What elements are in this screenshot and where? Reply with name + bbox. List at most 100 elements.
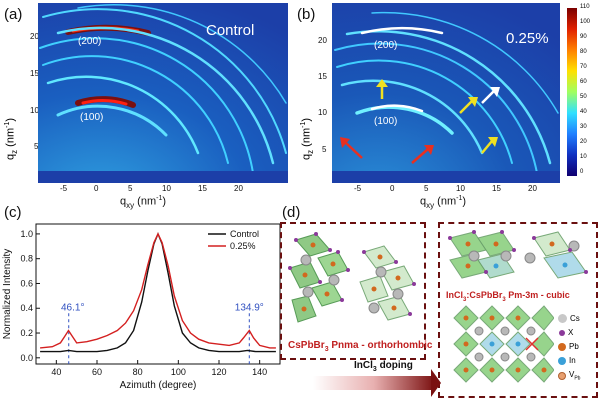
x-tick-label: 80 <box>133 367 143 377</box>
cubic-phase: Pm-3m - cubic <box>505 290 570 300</box>
legend-item: Cs <box>558 314 580 323</box>
cubic-formula-b: :CsPbBr <box>466 290 503 300</box>
xtick: 10 <box>162 184 171 193</box>
ylabel-q: q <box>300 153 313 160</box>
cbar-tick: 0 <box>580 169 584 175</box>
legend-swatch <box>559 329 565 336</box>
panel-c-chart: 40 60 80 100 120 140 0.0 0.2 0.4 0.6 0.8 1.0 Azimuth… <box>2 223 281 391</box>
panel-a-xticks: -5 0 5 10 15 20 <box>38 184 288 196</box>
ylabel-sub: z <box>305 149 315 154</box>
xlabel-close: ) <box>162 195 167 208</box>
series-line <box>40 232 276 353</box>
ylabel-q: q <box>4 153 17 160</box>
orthorhombic-structure-image <box>288 232 416 323</box>
y-tick-label: 0.0 <box>20 353 33 363</box>
ylabel-close: ) <box>4 117 17 122</box>
ring-label-200: (200) <box>78 36 102 47</box>
ylabel-sub: z <box>9 149 19 154</box>
colorbar <box>567 8 577 176</box>
legend-v-sub: Pb <box>574 375 581 382</box>
cbar-tick: 20 <box>580 139 587 145</box>
cbar-tick: 50 <box>580 94 587 100</box>
panel-b-ylabel: qz (nm-1) <box>300 80 318 160</box>
xlabel-sub: xy <box>426 200 435 210</box>
legend-swatch <box>558 371 566 380</box>
legend-item: X <box>558 328 573 337</box>
ring-label-200: (200) <box>374 40 398 51</box>
xtick: 5 <box>424 184 429 193</box>
ylabel-unit: (nm <box>300 127 313 150</box>
doping-sub: 3 <box>372 366 377 373</box>
legend-swatch <box>558 314 567 323</box>
xlabel-unit: (nm <box>134 195 157 208</box>
xlabel-close: ) <box>462 195 467 208</box>
ytick: 5 <box>322 145 327 154</box>
legend-label: Pb <box>569 342 579 351</box>
y-axis-label: Normalized Intensity <box>2 249 13 340</box>
annotation-135: 134.9° <box>235 303 264 314</box>
doping-formula: InCl <box>354 360 373 371</box>
legend-swatch <box>558 356 566 365</box>
panel-b-yticks: 20 15 10 5 <box>318 2 338 184</box>
legend-label: VPb <box>569 370 580 382</box>
cbar-tick: 10 <box>580 154 587 160</box>
cbar-tick: 90 <box>580 34 587 40</box>
xtick: 20 <box>528 184 537 193</box>
cubic-label: InCl3:CsPbBr3 Pm-3m - cubic <box>446 290 570 303</box>
panel-a-letter: (a) <box>4 6 23 23</box>
ring-label-100: (100) <box>80 112 104 123</box>
orthorhombic-label: CsPbBr3 Pnma - orthorhombic <box>288 340 433 353</box>
legend-label: 0.25% <box>230 241 256 251</box>
cubic-structure-image-bottom <box>453 305 554 383</box>
doping-arrow-shaft <box>313 376 435 390</box>
ylabel-close: ) <box>300 117 313 122</box>
legend-label: In <box>569 356 576 365</box>
ortho-structure-box: CsPbBr3 Pnma - orthorhombic <box>280 222 433 360</box>
x-tick-label: 120 <box>211 367 226 377</box>
ring-label-100: (100) <box>374 116 398 127</box>
y-tick-label: 1.0 <box>20 229 33 239</box>
panel-c-letter: (c) <box>4 204 22 221</box>
cubic-formula-a: InCl <box>446 290 463 300</box>
legend-swatch <box>558 342 566 351</box>
cbar-tick: 110 <box>580 4 590 10</box>
xtick: 0 <box>94 184 99 193</box>
xtick: 5 <box>128 184 133 193</box>
panel-d-letter: (d) <box>282 204 301 221</box>
xlabel-exp: -1 <box>156 195 163 202</box>
colorbar-ticks: 110 100 90 80 70 60 50 40 30 20 10 0 <box>580 4 600 180</box>
xtick: 10 <box>456 184 465 193</box>
x-tick-label: 100 <box>171 367 186 377</box>
panel-b-giwaxs-image <box>332 3 560 183</box>
ytick: 15 <box>318 72 327 81</box>
y-tick-label: 0.2 <box>20 328 33 338</box>
legend-label: Control <box>230 229 259 239</box>
y-tick-label: 0.8 <box>20 254 33 264</box>
xtick: -5 <box>60 184 68 193</box>
ytick: 20 <box>318 36 327 45</box>
doping-arrow-head <box>431 369 441 397</box>
cbar-tick: 40 <box>580 109 587 115</box>
ylabel-unit: (nm <box>4 127 17 150</box>
doping-text: doping <box>376 360 413 371</box>
xlabel-sub: xy <box>126 200 135 210</box>
legend-item: Pb <box>558 342 579 351</box>
ortho-sub: 3 <box>324 346 329 353</box>
ortho-formula: CsPbBr <box>288 340 325 351</box>
panel-a-ytick-col: 20 15 10 5 <box>24 2 294 184</box>
legend-label: Cs <box>570 314 580 323</box>
xlabel-exp: -1 <box>456 195 463 202</box>
panel-a-xlabel: qxy (nm-1) <box>120 195 166 210</box>
panel-a-condition-label: Control <box>206 22 255 39</box>
ytick: 15 <box>30 69 39 78</box>
cbar-tick: 60 <box>580 79 587 85</box>
x-tick-label: 140 <box>252 367 267 377</box>
xtick: 20 <box>234 184 243 193</box>
cubic-sub-b: 3 <box>502 296 506 303</box>
cbar-tick: 80 <box>580 49 587 55</box>
y-tick-label: 0.4 <box>20 303 33 313</box>
cubic-structure-box: InCl3:CsPbBr3 Pm-3m - cubic Cs X Pb In V… <box>438 222 598 398</box>
ylabel-exp: -1 <box>4 121 11 128</box>
ytick: 5 <box>34 142 39 151</box>
x-tick-label: 60 <box>92 367 102 377</box>
